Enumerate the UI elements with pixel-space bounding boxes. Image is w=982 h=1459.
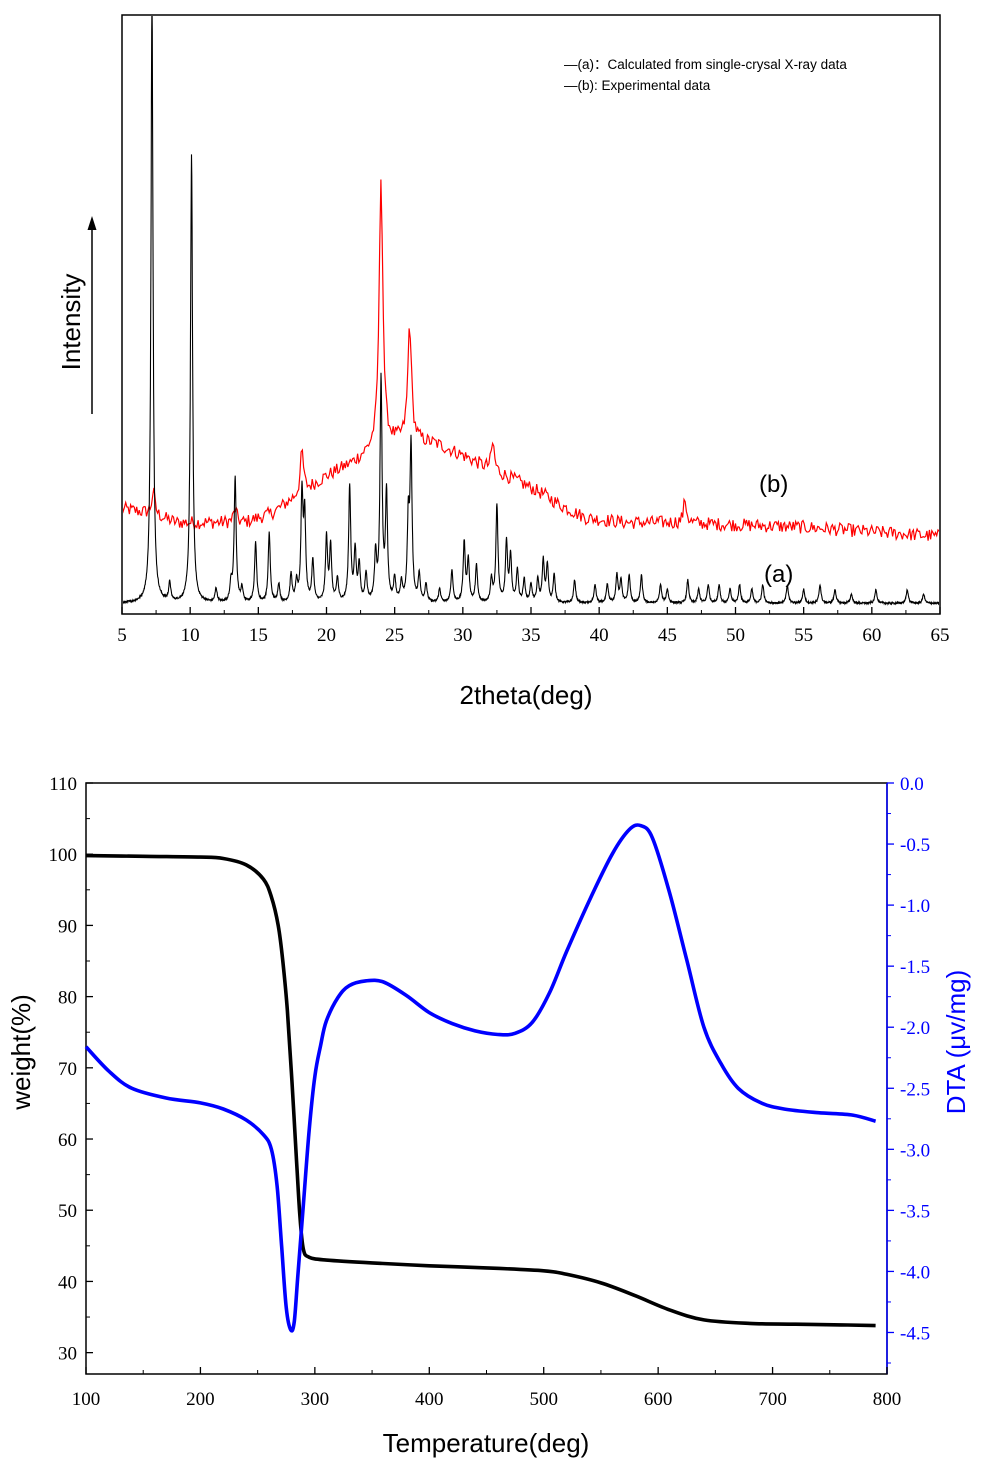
xrd-x-tick-label: 5 [117,625,127,646]
tga-y-tick-label: 100 [49,845,78,866]
xrd-x-tick-label: 55 [794,625,813,646]
tga-plot-frame [85,782,888,1375]
xrd-plot-frame [121,14,941,615]
tga-y-tick-label: 60 [58,1130,77,1151]
tga-y-tick-label: 40 [58,1272,77,1293]
xrd-legend-entry-a: —(a)：Calculated from single-crysal X-ray… [564,57,847,72]
tga-x-tick-label: 100 [72,1389,101,1410]
tga-right-y-ticks: 0.0 -0.5 -1.0 -1.5 -2.0 -2.5 -3.0 -3.5 -4.0 -4.5 [887,774,930,1364]
xrd-x-tick-label: 30 [453,625,472,646]
xrd-x-tick-label: 35 [522,625,541,646]
tga-y-tick-label: 90 [58,916,77,937]
tga-y-tick-label: 110 [49,774,77,795]
xrd-x-tick-label: 65 [931,625,950,646]
xrd-x-tick-label: 25 [385,625,404,646]
tga-x-tick-label: 400 [415,1389,444,1410]
xrd-chart: 5 10 15 20 25 30 35 40 45 50 55 60 65 Intensity 2the… [56,14,950,710]
tga-y-axis-title: weight(%) [6,994,36,1111]
tga-right-y-tick-label: 0.0 [900,774,924,795]
xrd-series-a-line [123,16,939,606]
tga-y-tick-label: 50 [58,1201,77,1222]
xrd-legend: —(a)：Calculated from single-crysal X-ray… [564,57,847,93]
xrd-curve-label-a: (a) [764,561,793,588]
tga-right-y-axis-title: DTA (μv/mg) [941,970,971,1115]
tga-right-y-tick-label: -3.0 [900,1140,930,1161]
xrd-x-tick-label: 15 [249,625,268,646]
xrd-series-b-line [123,179,939,542]
tga-x-tick-label: 700 [758,1389,787,1410]
tga-chart: 100 200 300 400 500 600 700 800 30 40 50 60 70 80 90 1… [6,774,971,1458]
tga-y-tick-label: 30 [58,1344,77,1365]
xrd-series-group [123,16,939,606]
xrd-x-tick-label: 20 [317,625,336,646]
xrd-y-axis-title: Intensity [56,274,86,371]
tga-x-tick-label: 500 [529,1389,558,1410]
tga-x-tick-label: 200 [186,1389,215,1410]
xrd-x-tick-label: 40 [590,625,609,646]
tga-right-y-tick-label: -1.5 [900,957,930,978]
tga-series-group [84,823,877,1333]
xrd-x-tick-label: 10 [181,625,200,646]
tga-y-tick-label: 70 [58,1059,77,1080]
tga-right-y-tick-label: -2.5 [900,1079,930,1100]
tga-dta-line [84,823,877,1333]
tga-x-tick-label: 800 [873,1389,902,1410]
xrd-x-axis-title: 2theta(deg) [460,680,593,710]
tga-right-y-tick-label: -4.0 [900,1262,930,1283]
xrd-legend-entry-b: —(b): Experimental data [564,78,711,93]
xrd-curve-label-b: (b) [759,471,788,498]
xrd-x-tick-label: 50 [726,625,745,646]
tga-x-tick-label: 300 [301,1389,330,1410]
xrd-x-tick-label: 60 [862,625,881,646]
xrd-x-tick-label: 45 [658,625,677,646]
xrd-x-ticks: 5 10 15 20 25 30 35 40 45 50 55 60 65 [117,607,950,646]
tga-right-y-tick-label: -4.5 [900,1323,930,1344]
tga-x-ticks: 100 200 300 400 500 600 700 800 [72,1367,902,1410]
tga-weight-line [85,853,876,1328]
tga-right-y-tick-label: -0.5 [900,835,930,856]
xrd-y-arrow-icon [87,216,97,414]
tga-right-y-tick-label: -1.0 [900,896,930,917]
tga-x-axis-title: Temperature(deg) [383,1428,590,1458]
tga-right-y-tick-label: -2.0 [900,1018,930,1039]
tga-x-tick-label: 600 [644,1389,673,1410]
tga-y-tick-label: 80 [58,988,77,1009]
tga-right-y-tick-label: -3.5 [900,1201,930,1222]
